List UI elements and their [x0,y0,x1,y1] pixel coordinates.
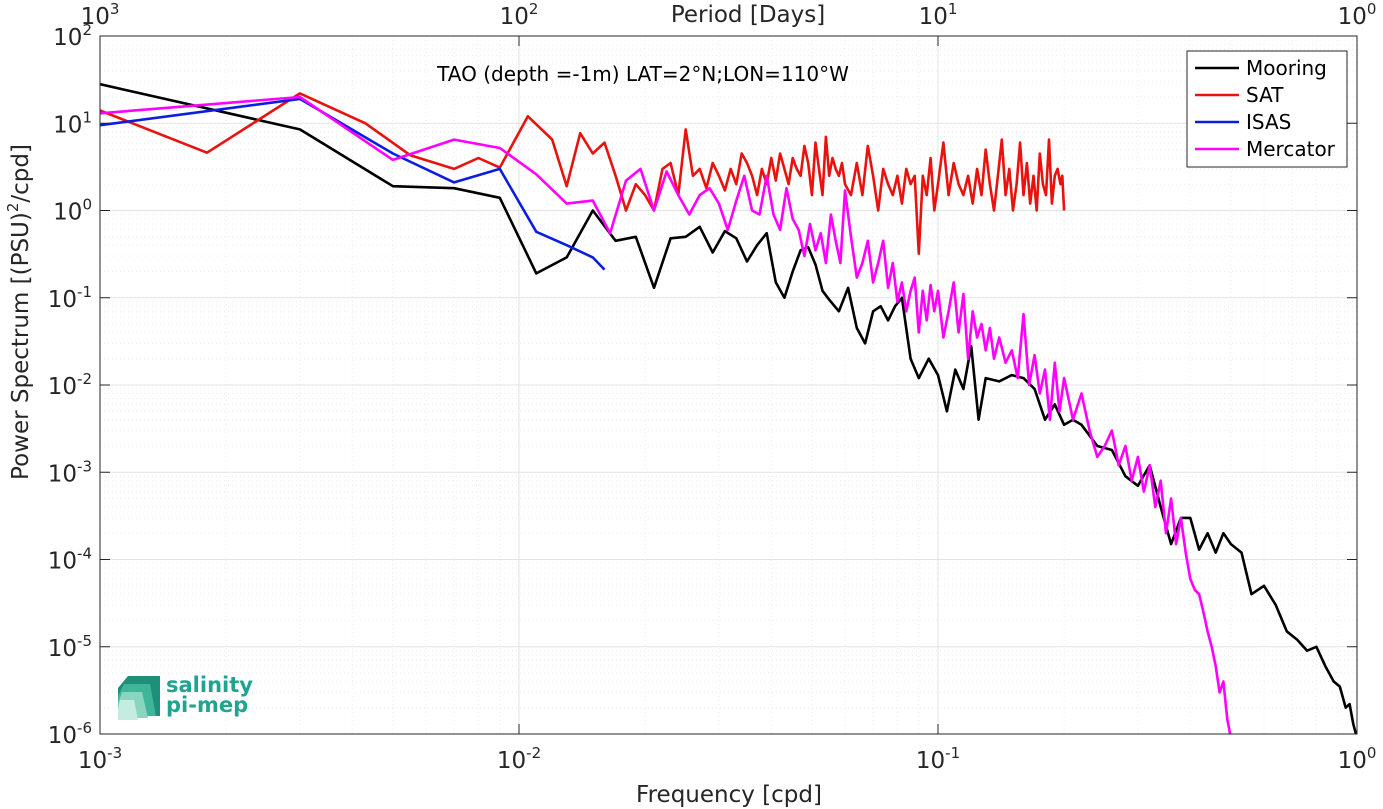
y-axis-title: Power Spectrum [(PSU)2/cpd] [4,144,34,480]
y-tick-label: 10-6 [48,719,92,749]
y-axis-title-tail: /cpd] [8,144,34,203]
series-layer [100,82,1357,734]
y-axis-title-main: Power Spectrum [(PSU) [8,212,34,480]
logo-line2: pi-mep [166,693,248,717]
top-axis-title: Period [Days] [671,2,825,28]
top-tick-label: 100 [1338,0,1377,30]
y-axis-title-exponent: 2 [4,203,22,213]
x-tick-label: 100 [1338,744,1377,774]
x-tick-label: 10-2 [497,744,541,774]
top-tick-label: 102 [500,0,539,30]
chart-title: TAO (depth =-1m) LAT=2°N;LON=110°W [436,62,849,86]
logo-line1: salinity [166,673,253,697]
series-line-mooring [100,82,1357,734]
y-tick-label: 10-4 [48,545,92,575]
legend-box [1186,50,1348,168]
salinity-pi-mep-logo: salinity pi-mep [118,673,253,720]
y-tick-label: 10-1 [48,283,92,313]
y-tick-label: 101 [53,108,92,138]
y-tick-label: 10-5 [48,632,92,662]
y-tick-label: 102 [53,21,92,51]
legend: Mooring SAT ISAS Mercator [1186,50,1348,168]
y-tick-label: 10-3 [48,457,92,487]
top-tick-label: 103 [81,0,120,30]
y-tick-label: 100 [53,196,92,226]
series-line-mercator [100,95,1232,734]
series-line-sat [100,92,1066,255]
x-tick-label: 10-1 [916,744,960,774]
y-tick-label: 10-2 [48,370,92,400]
x-axis-title: Frequency [cpd] [636,782,822,808]
legend-label: ISAS [1246,110,1291,134]
legend-label: Mooring [1246,56,1327,80]
legend-label: Mercator [1246,137,1336,161]
legend-label: SAT [1246,83,1284,107]
top-tick-label: 101 [919,0,958,30]
x-tick-label: 10-3 [78,744,122,774]
